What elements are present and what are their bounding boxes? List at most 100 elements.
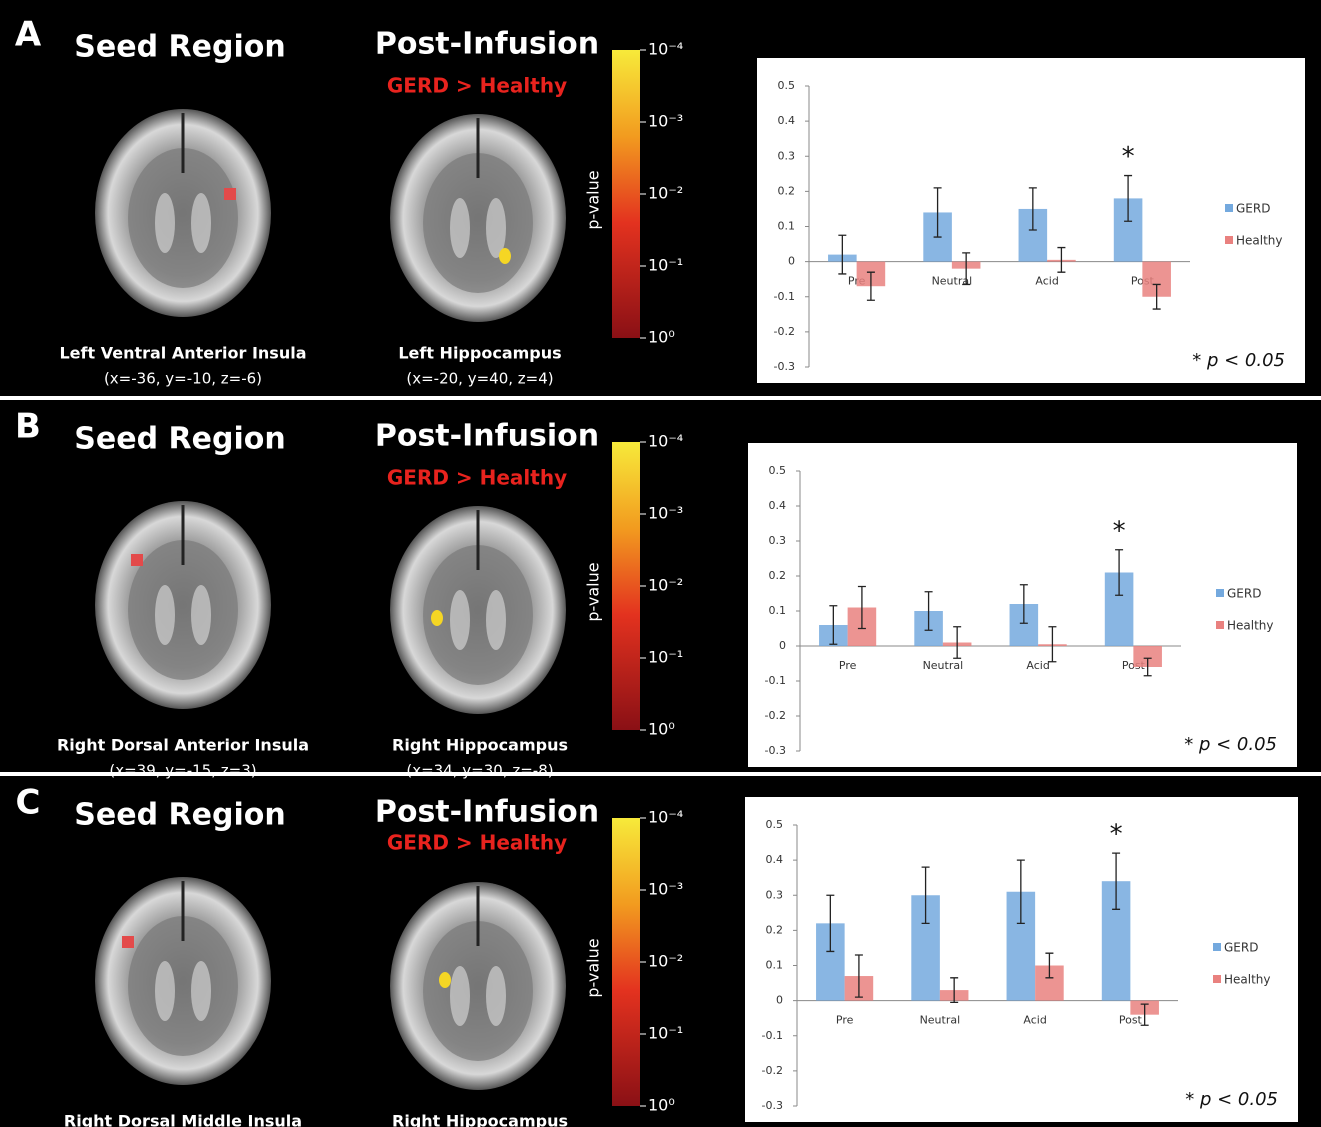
- y-tick-label: 0.2: [766, 923, 784, 936]
- error-bar: [866, 271, 875, 301]
- y-tick-label: 0.4: [778, 114, 796, 127]
- y-tick-label: -0.1: [774, 290, 795, 303]
- error-bar: [829, 605, 838, 645]
- x-tick-label: Pre: [836, 1014, 854, 1027]
- legend-label: Healthy: [1224, 973, 1271, 987]
- x-tick-label: Acid: [1023, 1014, 1046, 1027]
- x-tick-label: Acid: [1035, 275, 1058, 288]
- brain-image: [486, 966, 506, 1026]
- colorbar: [612, 818, 640, 1106]
- colorbar: [612, 50, 640, 338]
- target-name: Left Hippocampus: [398, 344, 561, 363]
- y-tick-label: -0.3: [774, 360, 795, 373]
- colorbar-tick-label: 10⁻⁴: [648, 808, 683, 827]
- x-tick-label: Acid: [1026, 659, 1049, 672]
- y-tick-label: 0.4: [769, 499, 787, 512]
- seed-title: Seed Region: [74, 30, 285, 65]
- legend-swatch: [1216, 621, 1224, 629]
- x-tick-label: Neutral: [920, 1014, 961, 1027]
- significance-note: * p < 0.05: [1184, 734, 1277, 755]
- y-tick-label: 0.2: [769, 569, 787, 582]
- panel-label: A: [15, 15, 42, 55]
- brain-image: [155, 585, 175, 645]
- separator: [0, 772, 1321, 776]
- legend-label: GERD: [1236, 202, 1270, 216]
- y-tick-label: 0.5: [769, 464, 787, 477]
- error-bar: [1028, 187, 1037, 231]
- error-bar: [933, 187, 942, 238]
- target-coords: (x=-20, y=40, z=4): [406, 370, 553, 388]
- colorbar: [612, 442, 640, 730]
- y-tick-label: 0: [776, 994, 783, 1007]
- y-tick-label: -0.3: [762, 1099, 783, 1112]
- y-tick-label: 0.2: [778, 184, 796, 197]
- cluster: [499, 248, 511, 264]
- annotation: *: [1110, 820, 1123, 850]
- y-tick-label: 0.5: [778, 79, 796, 92]
- seed-title: Seed Region: [74, 798, 285, 833]
- significance-note: * p < 0.05: [1192, 350, 1285, 371]
- brain-image: [128, 148, 238, 288]
- seed-coords: (x=-36, y=-10, z=-6): [104, 370, 262, 388]
- seed-title: Seed Region: [74, 422, 285, 457]
- error-bar: [857, 585, 866, 630]
- y-tick-label: 0.3: [766, 888, 784, 901]
- y-tick-label: 0.1: [778, 220, 796, 233]
- legend-label: Healthy: [1227, 619, 1274, 633]
- target-name: Right Hippocampus: [392, 1112, 568, 1127]
- seed-roi: [131, 554, 143, 566]
- colorbar-tick-label: 10⁻²: [648, 184, 683, 203]
- x-tick-label: Neutral: [932, 275, 973, 288]
- brain-image: [191, 961, 211, 1021]
- post-title: Post-Infusion: [375, 27, 599, 62]
- error-bar: [953, 626, 962, 659]
- error-bar: [921, 866, 930, 924]
- y-tick-label: -0.2: [774, 325, 795, 338]
- brain-image: [155, 193, 175, 253]
- brain-image: [191, 585, 211, 645]
- brain-image: [486, 198, 506, 258]
- colorbar-tick-label: 10⁻¹: [648, 1024, 683, 1043]
- post-title: Post-Infusion: [375, 419, 599, 454]
- y-tick-label: 0.5: [766, 818, 784, 831]
- error-bar: [1152, 283, 1161, 310]
- brain-image: [155, 961, 175, 1021]
- error-bar: [1016, 859, 1025, 924]
- y-tick-label: -0.2: [762, 1064, 783, 1077]
- colorbar-tick-label: 10⁻³: [648, 880, 683, 899]
- error-bar: [1124, 174, 1133, 222]
- seed-roi: [122, 936, 134, 948]
- legend-label: GERD: [1224, 941, 1258, 955]
- colorbar-tick-label: 10⁻¹: [648, 256, 683, 275]
- colorbar-tick-label: 10⁻⁴: [648, 432, 683, 451]
- legend-label: Healthy: [1236, 234, 1283, 248]
- seed-name: Left Ventral Anterior Insula: [59, 344, 306, 363]
- y-tick-label: 0.3: [778, 149, 796, 162]
- legend-swatch: [1213, 975, 1221, 983]
- panel-label: C: [16, 783, 41, 823]
- colorbar-tick-label: 10⁰: [648, 328, 675, 347]
- annotation: *: [1113, 516, 1126, 546]
- y-tick-label: -0.2: [765, 709, 786, 722]
- separator: [0, 396, 1321, 400]
- brain-image: [450, 198, 470, 258]
- error-bar: [962, 252, 971, 286]
- x-tick-label: Post: [1119, 1014, 1143, 1027]
- legend-label: GERD: [1227, 587, 1261, 601]
- error-bar: [1045, 952, 1054, 979]
- x-tick-label: Pre: [839, 659, 857, 672]
- colorbar-tick-label: 10⁻³: [648, 504, 683, 523]
- error-bar: [924, 591, 933, 631]
- error-bar: [1140, 1003, 1149, 1026]
- y-tick-label: 0.3: [769, 534, 787, 547]
- cluster: [439, 972, 451, 988]
- legend-swatch: [1216, 589, 1224, 597]
- legend-swatch: [1213, 943, 1221, 951]
- annotation: *: [1122, 142, 1135, 172]
- error-bar: [1057, 246, 1066, 273]
- y-tick-label: -0.3: [765, 744, 786, 757]
- seed-coords: (x=39, y=-15, z=3): [109, 762, 256, 780]
- seed-name: Right Dorsal Middle Insula: [64, 1112, 302, 1127]
- error-bar: [950, 977, 959, 1004]
